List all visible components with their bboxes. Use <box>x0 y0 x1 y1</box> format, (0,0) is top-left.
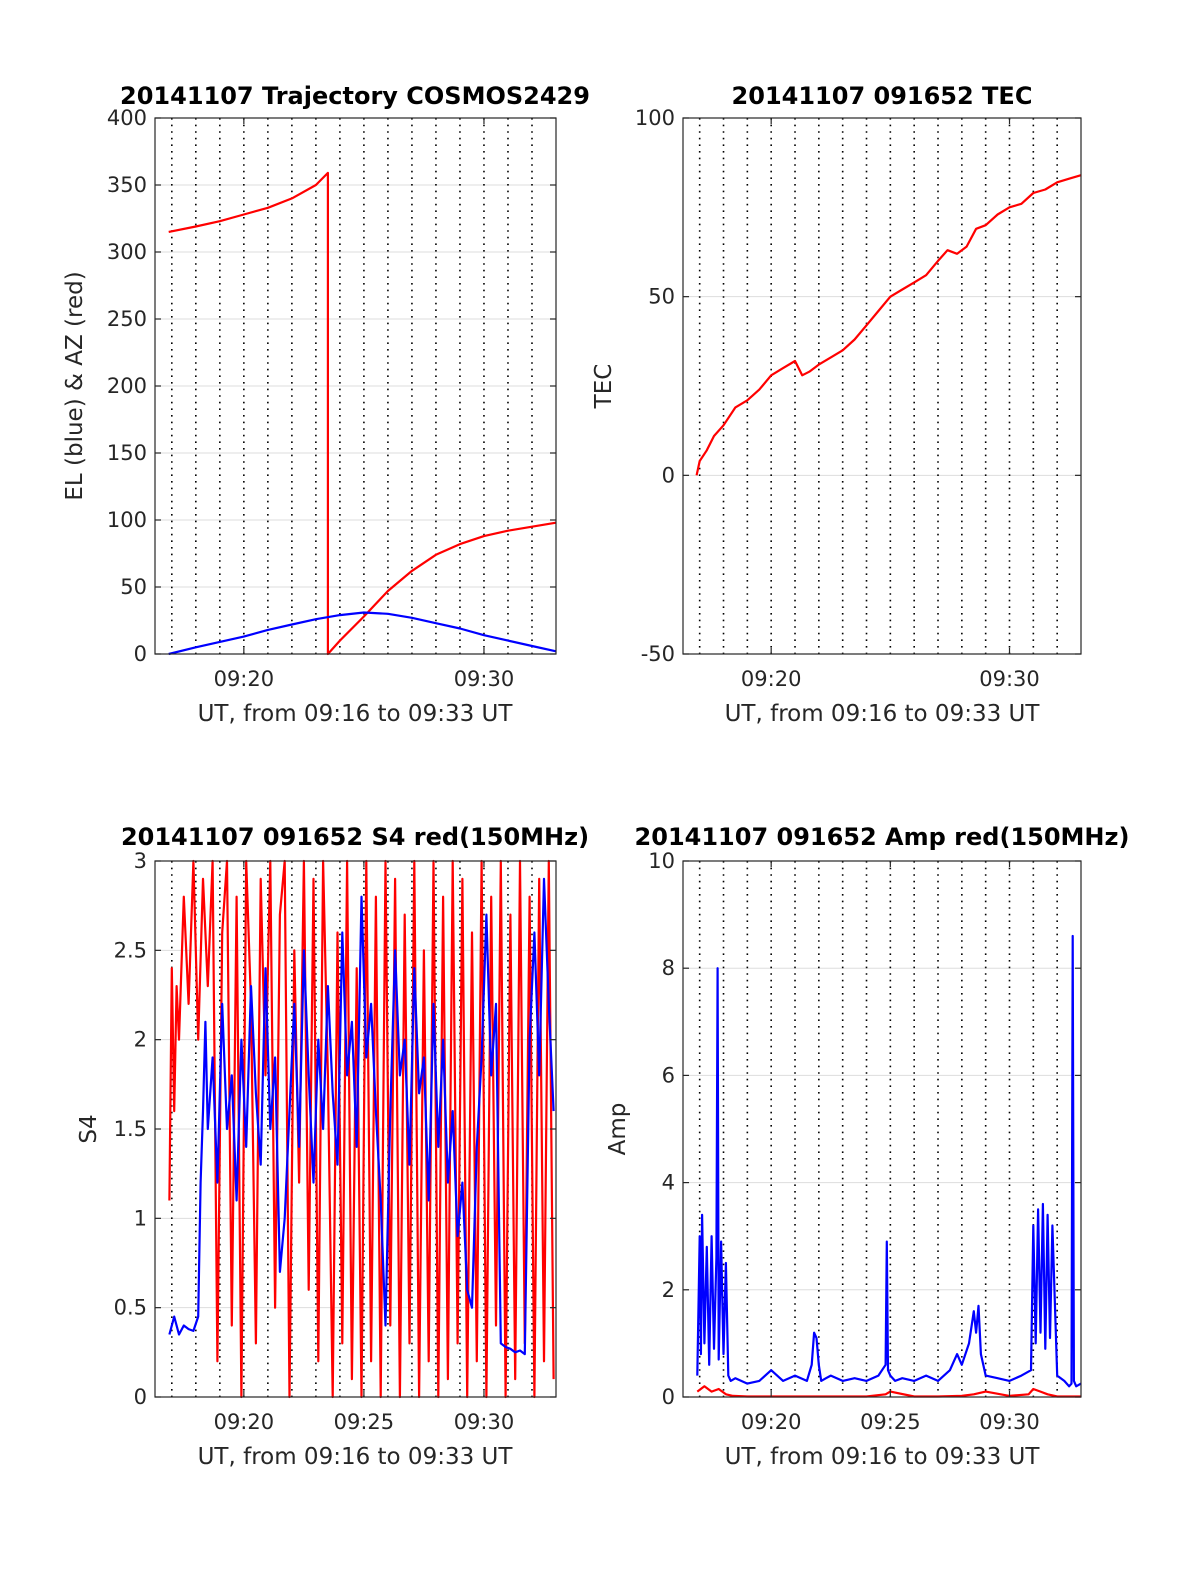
x-tick-label: 09:30 <box>454 667 515 691</box>
y-tick-label: 2.5 <box>114 938 147 962</box>
series-line <box>695 174 1082 476</box>
x-tick-label: 09:30 <box>454 1410 515 1434</box>
trajectory-xlabel: UT, from 09:16 to 09:33 UT <box>198 701 514 727</box>
series-line <box>696 934 1082 1388</box>
y-tick-label: 3 <box>134 849 147 873</box>
amp-title: 20141107 091652 Amp red(150MHz) <box>635 823 1130 851</box>
axes-box <box>682 860 1082 1398</box>
series-line <box>168 859 555 1399</box>
y-tick-label: 350 <box>107 173 147 197</box>
s4-ylabel: S4 <box>76 1114 102 1143</box>
amp-xlabel: UT, from 09:16 to 09:33 UT <box>725 1444 1041 1470</box>
amp-ylabel: Amp <box>605 1103 631 1156</box>
y-tick-label: 50 <box>120 575 147 599</box>
series-line <box>168 171 557 656</box>
x-tick-label: 09:25 <box>334 1410 395 1434</box>
y-tick-label: 100 <box>107 508 147 532</box>
x-tick-label: 09:20 <box>214 1410 275 1434</box>
x-tick-label: 09:30 <box>979 1410 1040 1434</box>
x-tick-label: 09:20 <box>741 1410 802 1434</box>
axes-box <box>682 117 1082 655</box>
y-tick-label: 0 <box>662 463 675 487</box>
y-tick-label: 50 <box>648 285 675 309</box>
x-tick-label: 09:30 <box>979 667 1040 691</box>
tec-xlabel: UT, from 09:16 to 09:33 UT <box>725 701 1041 727</box>
trajectory-ylabel: EL (blue) & AZ (red) <box>62 271 88 500</box>
y-tick-label: 2 <box>134 1028 147 1052</box>
y-tick-label: 10 <box>648 849 675 873</box>
y-tick-label: 300 <box>107 240 147 264</box>
y-tick-label: 250 <box>107 307 147 331</box>
y-tick-label: 0 <box>134 1385 147 1409</box>
series-line <box>168 611 557 656</box>
trajectory-panel: 0 50 100 150 200 250 300 350 400 09:20 09:30 20141… <box>62 82 590 727</box>
s4-xlabel: UT, from 09:16 to 09:33 UT <box>198 1444 514 1470</box>
y-tick-label: 0 <box>662 1385 675 1409</box>
y-tick-label: 0.5 <box>114 1296 147 1320</box>
y-tick-label: 100 <box>635 106 675 130</box>
y-tick-label: 6 <box>662 1063 675 1087</box>
amp-panel: 0 2 4 6 8 10 09:20 09:25 09:30 20141107 091652 A… <box>605 823 1129 1470</box>
x-tick-label: 09:20 <box>741 667 802 691</box>
y-tick-label: 150 <box>107 441 147 465</box>
y-tick-label: -50 <box>641 642 675 666</box>
y-tick-label: 4 <box>662 1171 675 1195</box>
y-tick-label: 400 <box>107 106 147 130</box>
y-tick-label: 200 <box>107 374 147 398</box>
y-tick-label: 2 <box>662 1278 675 1302</box>
y-tick-label: 8 <box>662 956 675 980</box>
y-tick-label: 1 <box>134 1206 147 1230</box>
tec-ylabel: TEC <box>591 364 617 410</box>
y-tick-label: 1.5 <box>114 1117 147 1141</box>
trajectory-title: 20141107 Trajectory COSMOS2429 <box>120 82 590 110</box>
tec-title: 20141107 091652 TEC <box>732 82 1033 110</box>
x-tick-label: 09:25 <box>860 1410 921 1434</box>
s4-title: 20141107 091652 S4 red(150MHz) <box>121 823 589 851</box>
series-line <box>168 877 555 1356</box>
y-tick-label: 0 <box>134 642 147 666</box>
x-tick-label: 09:20 <box>214 667 275 691</box>
s4-panel: 0 0.5 1 1.5 2 2.5 3 09:20 09:25 09:30 20141107 09… <box>76 823 589 1470</box>
series-line <box>696 1385 1081 1398</box>
